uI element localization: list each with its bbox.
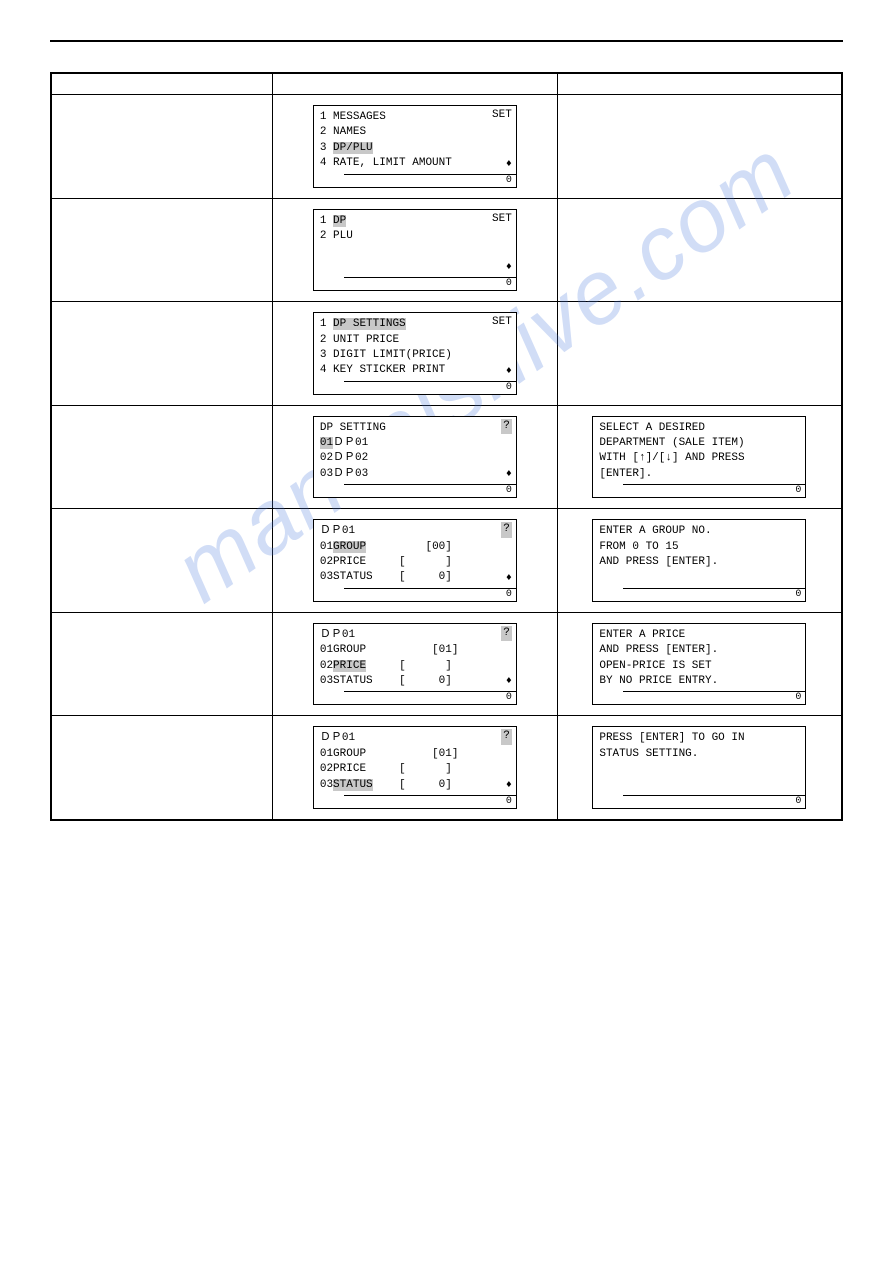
screen-title: ＤＰ01	[320, 731, 510, 746]
guide-text: DEPARTMENT (SALE ITEM)	[599, 436, 799, 451]
scroll-arrows-icon: ♦	[506, 365, 512, 379]
status-bar: 0	[344, 484, 516, 497]
field-line: 02PRICE [ ]	[320, 762, 510, 777]
guide-text: OPEN-PRICE IS SET	[599, 659, 799, 674]
menu-line: 4 RATE, LIMIT AMOUNT	[320, 156, 510, 171]
scroll-arrows-icon: ♦	[506, 572, 512, 586]
guide-text: ENTER A PRICE	[599, 628, 799, 643]
scroll-arrows-icon: ♦	[506, 675, 512, 689]
guide-text: PRESS [ENTER] TO GO IN	[599, 731, 799, 746]
status-bar: 0	[623, 795, 805, 808]
screen-5: ? ＤＰ01 01GROUP [00] 02PRICE [ ] 03STATUS…	[313, 519, 517, 602]
screen-7: ? ＤＰ01 01GROUP [01] 02PRICE [ ] 03STATUS…	[313, 726, 517, 809]
guide-text: WITH [↑]/[↓] AND PRESS	[599, 451, 799, 466]
guidance-4: SELECT A DESIRED DEPARTMENT (SALE ITEM) …	[592, 416, 806, 499]
status-bar: 0	[344, 795, 516, 808]
menu-line: 4 KEY STICKER PRINT	[320, 363, 510, 378]
field-line: 02PRICE [ ]	[320, 659, 510, 674]
status-bar: 0	[344, 277, 516, 290]
screen-3: SET 1 DP SETTINGS 2 UNIT PRICE 3 DIGIT L…	[313, 312, 517, 395]
status-bar: 0	[344, 691, 516, 704]
menu-line: 1 DP	[320, 214, 510, 229]
guidance-7: PRESS [ENTER] TO GO IN STATUS SETTING. 0	[592, 726, 806, 809]
guide-text: ENTER A GROUP NO.	[599, 524, 799, 539]
help-icon: ?	[501, 729, 512, 744]
guide-text: BY NO PRICE ENTRY.	[599, 674, 799, 689]
status-bar: 0	[623, 588, 805, 601]
scroll-arrows-icon: ♦	[506, 779, 512, 793]
header-divider	[50, 40, 843, 42]
menu-line: 2 UNIT PRICE	[320, 333, 510, 348]
field-line: 03STATUS [ 0]	[320, 570, 510, 585]
guidance-6: ENTER A PRICE AND PRESS [ENTER]. OPEN-PR…	[592, 623, 806, 706]
status-bar: 0	[344, 381, 516, 394]
field-line: 01GROUP [00]	[320, 540, 510, 555]
guide-text: FROM 0 TO 15	[599, 540, 799, 555]
field-line: 02PRICE [ ]	[320, 555, 510, 570]
status-bar: 0	[623, 691, 805, 704]
guide-text: AND PRESS [ENTER].	[599, 555, 799, 570]
list-item: 03ＤＰ03	[320, 467, 510, 482]
status-bar: 0	[344, 588, 516, 601]
set-indicator: SET	[492, 212, 512, 227]
guidance-5: ENTER A GROUP NO. FROM 0 TO 15 AND PRESS…	[592, 519, 806, 602]
screen-title: ＤＰ01	[320, 628, 510, 643]
field-line: 03STATUS [ 0]	[320, 778, 510, 793]
status-bar: 0	[623, 484, 805, 497]
scroll-arrows-icon: ♦	[506, 158, 512, 172]
guide-text: STATUS SETTING.	[599, 747, 799, 762]
field-line: 03STATUS [ 0]	[320, 674, 510, 689]
screen-1: SET 1 MESSAGES 2 NAMES 3 DP/PLU 4 RATE, …	[313, 105, 517, 188]
help-icon: ?	[501, 626, 512, 641]
screen-title: ＤＰ01	[320, 524, 510, 539]
menu-line: 3 DP/PLU	[320, 141, 510, 156]
screen-6: ? ＤＰ01 01GROUP [01] 02PRICE [ ] 03STATUS…	[313, 623, 517, 706]
field-line: 01GROUP [01]	[320, 747, 510, 762]
guide-text: [ENTER].	[599, 467, 799, 482]
screen-title: DP SETTING	[320, 421, 510, 436]
help-icon: ?	[501, 419, 512, 434]
screen-2: SET 1 DP 2 PLU ♦ 0	[313, 209, 517, 292]
menu-line: 1 DP SETTINGS	[320, 317, 510, 332]
guide-text: SELECT A DESIRED	[599, 421, 799, 436]
list-item: 01ＤＰ01	[320, 436, 510, 451]
procedure-table: SET 1 MESSAGES 2 NAMES 3 DP/PLU 4 RATE, …	[50, 72, 843, 821]
scroll-arrows-icon: ♦	[506, 261, 512, 275]
set-indicator: SET	[492, 315, 512, 330]
menu-line: 2 PLU	[320, 229, 510, 244]
menu-line: 2 NAMES	[320, 125, 510, 140]
menu-line: 1 MESSAGES	[320, 110, 510, 125]
guide-text: AND PRESS [ENTER].	[599, 643, 799, 658]
menu-line: 3 DIGIT LIMIT(PRICE)	[320, 348, 510, 363]
status-bar: 0	[344, 174, 516, 187]
help-icon: ?	[501, 522, 512, 537]
scroll-arrows-icon: ♦	[506, 468, 512, 482]
field-line: 01GROUP [01]	[320, 643, 510, 658]
screen-4: ? DP SETTING 01ＤＰ01 02ＤＰ02 03ＤＰ03 ♦ 0	[313, 416, 517, 499]
set-indicator: SET	[492, 108, 512, 123]
list-item: 02ＤＰ02	[320, 451, 510, 466]
